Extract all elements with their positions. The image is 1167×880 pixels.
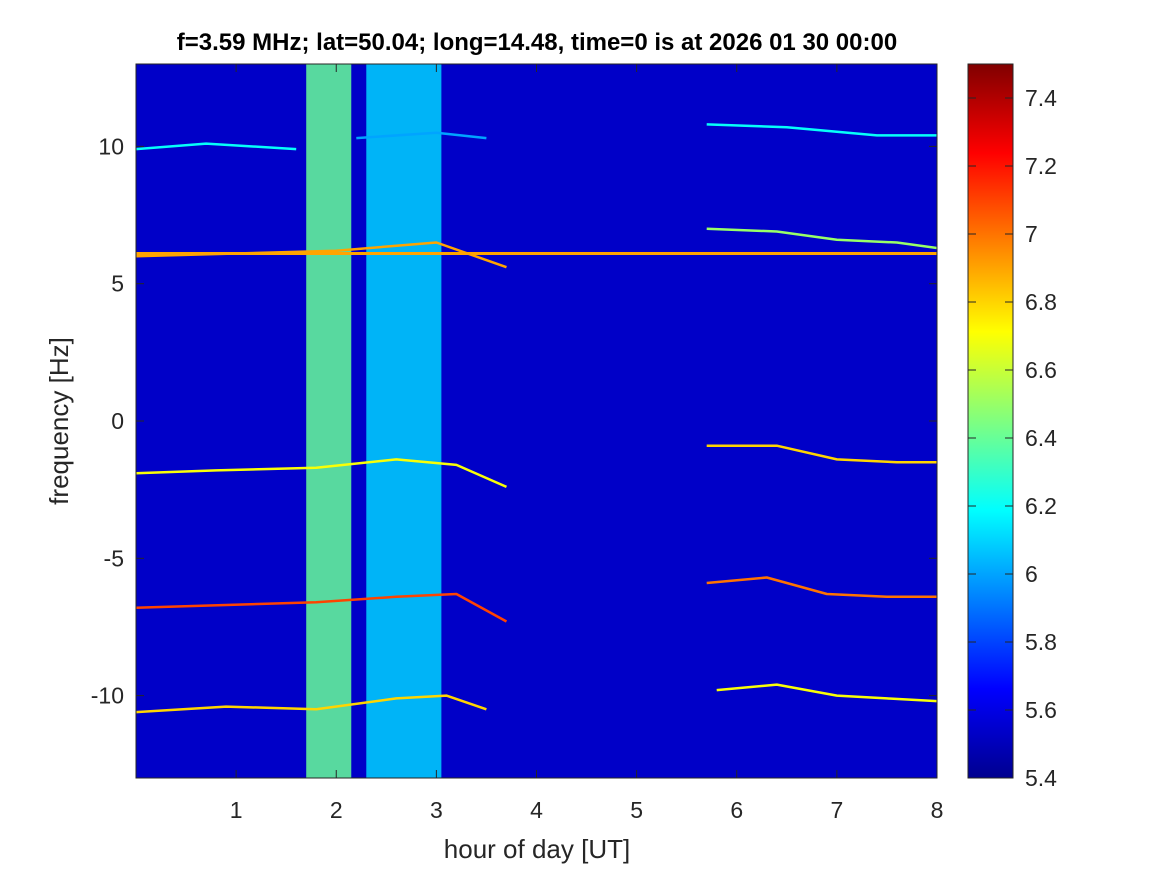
y-axis-ticks: 10 5 0 -5 -10 xyxy=(91,133,937,709)
x-tick-label: 5 xyxy=(630,797,643,823)
x-tick-label: 6 xyxy=(730,797,743,823)
y-tick-label: 5 xyxy=(111,271,124,297)
x-axis-label: hour of day [UT] xyxy=(444,834,630,864)
y-axis-label: frequency [Hz] xyxy=(44,337,74,505)
doppler-trace xyxy=(136,694,487,714)
doppler-trace xyxy=(706,123,937,137)
broadband-band xyxy=(306,64,352,778)
colorbar-tick-label: 5.8 xyxy=(1025,629,1057,655)
colorbar-frame xyxy=(967,63,1014,779)
colorbar-tick-label: 6.6 xyxy=(1025,357,1057,383)
colorbar-tick-label: 6.8 xyxy=(1025,289,1057,315)
y-tick-label: -10 xyxy=(91,683,124,709)
x-axis-ticks: 1 2 3 4 5 6 7 8 xyxy=(230,64,944,823)
colorbar-tick-label: 7.4 xyxy=(1025,85,1057,111)
doppler-trace xyxy=(356,131,487,140)
doppler-trace xyxy=(136,458,508,489)
colorbar-tick-label: 5.6 xyxy=(1025,697,1057,723)
chart-title: f=3.59 MHz; lat=50.04; long=14.48, time=… xyxy=(177,29,897,56)
heatmap-layer xyxy=(136,64,937,778)
doppler-trace xyxy=(706,444,937,464)
x-tick-label: 3 xyxy=(430,797,443,823)
colorbar-tick-label: 5.4 xyxy=(1025,765,1057,791)
doppler-trace xyxy=(136,241,507,269)
y-tick-label: 0 xyxy=(111,408,124,434)
colorbar-tick-label: 6 xyxy=(1025,561,1038,587)
x-tick-label: 8 xyxy=(931,797,944,823)
colorbar: 7.4 7.2 7 6.8 6.6 6.4 6.2 6 5.8 5.6 5.4 xyxy=(967,63,1057,791)
doppler-trace xyxy=(706,227,937,250)
x-tick-label: 1 xyxy=(230,797,243,823)
broadband-band xyxy=(366,64,442,778)
colorbar-tick-label: 7 xyxy=(1025,221,1038,247)
colorbar-tick-label: 6.4 xyxy=(1025,425,1057,451)
y-tick-label: -5 xyxy=(104,545,124,571)
plot-background xyxy=(136,64,937,778)
doppler-trace xyxy=(716,683,937,703)
colorbar-tick-label: 6.2 xyxy=(1025,493,1057,519)
x-tick-label: 4 xyxy=(530,797,543,823)
colorbar-ticks: 7.4 7.2 7 6.8 6.6 6.4 6.2 6 5.8 5.6 5.4 xyxy=(968,85,1057,791)
doppler-trace xyxy=(136,142,297,151)
doppler-trace xyxy=(136,592,508,623)
colorbar-gradient xyxy=(968,64,1013,778)
plot-area xyxy=(135,63,938,779)
y-tick-label: 10 xyxy=(98,133,124,159)
x-tick-label: 7 xyxy=(830,797,843,823)
x-tick-label: 2 xyxy=(330,797,343,823)
doppler-trace xyxy=(706,576,937,599)
colorbar-tick-label: 7.2 xyxy=(1025,153,1057,179)
